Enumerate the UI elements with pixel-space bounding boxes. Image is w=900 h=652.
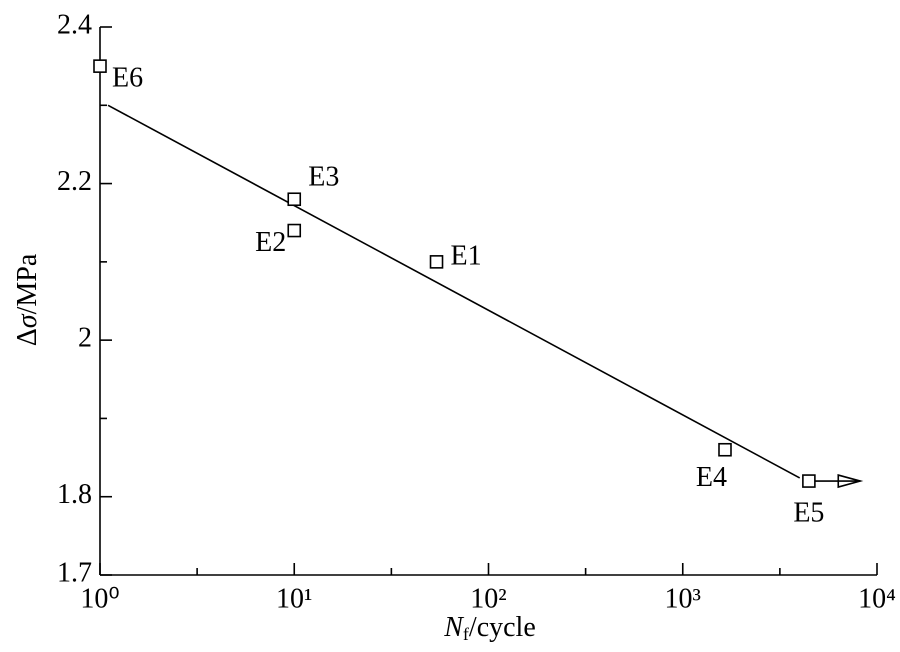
- x-label-symbol: N: [443, 612, 464, 643]
- y-label-symbol: σ: [12, 313, 43, 328]
- x-tick-label: 10²: [470, 583, 506, 614]
- x-tick-label: 10³: [665, 583, 701, 614]
- x-tick-label: 10¹: [276, 583, 312, 614]
- point-label: E2: [255, 227, 286, 258]
- x-label-subscript: f: [463, 624, 469, 644]
- x-tick-label: 10⁰: [80, 583, 119, 614]
- point-label: E5: [793, 497, 824, 528]
- x-axis-label: Nf/cycle: [443, 612, 536, 644]
- y-axis-label: Δσ/MPa: [12, 253, 43, 346]
- data-point: [718, 442, 732, 457]
- data-point: [93, 59, 107, 73]
- y-tick-label: 2: [78, 323, 92, 354]
- data-point: [287, 192, 302, 207]
- y-tick-label: 1.7: [57, 557, 92, 588]
- point-label: E1: [451, 240, 482, 271]
- y-tick-label: 1.8: [57, 479, 92, 510]
- point-label: E6: [112, 63, 143, 94]
- y-label-unit: /MPa: [12, 253, 43, 314]
- data-point: [429, 255, 444, 269]
- point-label: E4: [696, 462, 727, 493]
- point-label: E3: [308, 162, 339, 193]
- x-tick-label: 10⁴: [858, 583, 896, 614]
- data-point: [802, 474, 816, 488]
- y-label-prefix: Δ: [12, 328, 43, 346]
- data-point: [287, 223, 302, 238]
- fit-line: [107, 104, 801, 479]
- y-tick-label: 2.2: [57, 166, 92, 197]
- y-tick-label: 2.4: [57, 9, 92, 40]
- x-label-unit: /cycle: [469, 612, 536, 643]
- runout-arrow-head: [837, 474, 864, 489]
